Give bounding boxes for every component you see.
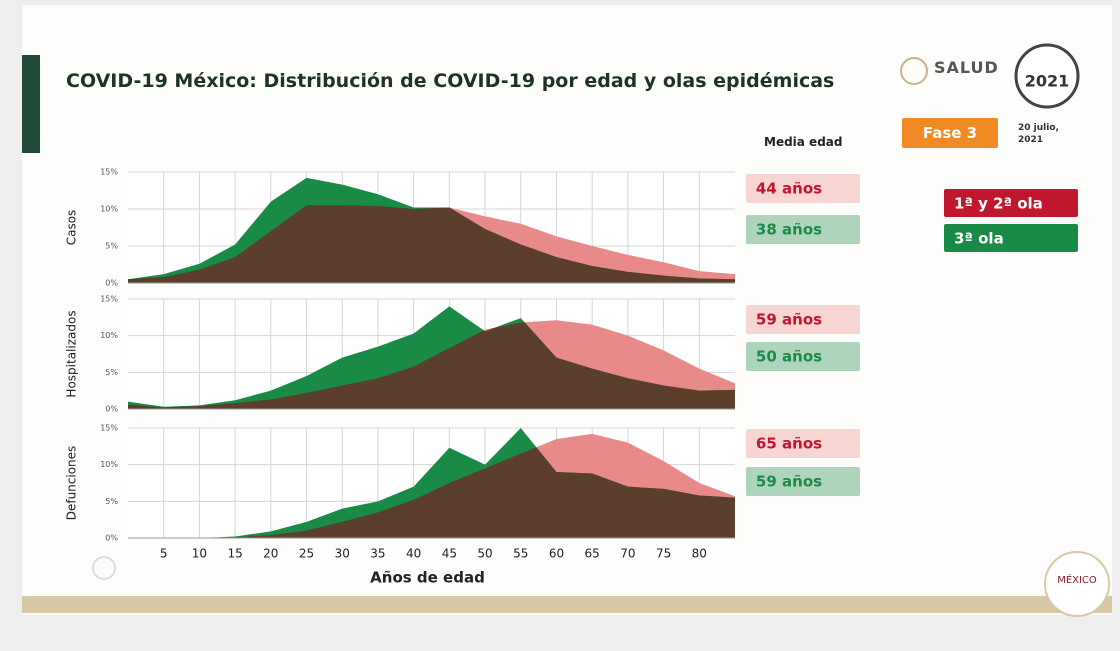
x-tick-label: 75 <box>656 547 671 561</box>
x-tick-label: 50 <box>477 547 492 561</box>
column-title: Media edad <box>764 135 843 149</box>
y-tick-label: 5% <box>105 242 118 251</box>
overlap-area <box>128 205 735 283</box>
median-badge <box>746 429 860 458</box>
y-tick-label: 15% <box>100 295 118 304</box>
footer-logo: MÉXICO <box>1057 573 1097 586</box>
legend-label: 1ª y 2ª ola <box>954 195 1043 213</box>
median-label: 44 años <box>756 180 822 198</box>
y-axis-label: Defunciones <box>65 446 79 521</box>
median-label: 50 años <box>756 348 822 366</box>
x-tick-label: 20 <box>263 547 278 561</box>
y-tick-label: 15% <box>100 168 118 177</box>
median-badge <box>746 215 860 244</box>
x-tick-label: 60 <box>549 547 564 561</box>
y-tick-label: 0% <box>105 279 118 288</box>
overlap-area <box>128 320 735 409</box>
y-tick-label: 0% <box>105 405 118 414</box>
y-axis-label: Hospitalizados <box>65 310 79 397</box>
x-tick-label: 5 <box>160 547 168 561</box>
x-tick-label: 15 <box>227 547 242 561</box>
y-tick-label: 5% <box>105 497 118 506</box>
y-tick-label: 10% <box>100 460 118 469</box>
median-label: 38 años <box>756 221 822 239</box>
footer-bar <box>22 596 1112 613</box>
title: COVID-19 México: Distribución de COVID-1… <box>66 70 835 92</box>
median-badge <box>746 174 860 203</box>
y-tick-label: 15% <box>100 424 118 433</box>
footer-logo-circle <box>1044 551 1110 617</box>
logo-year: 2021 <box>1025 72 1070 91</box>
legend-label: 3ª ola <box>954 230 1004 248</box>
salud-emblem <box>900 57 928 85</box>
phase-badge: Fase 3 <box>902 118 998 148</box>
median-label: 59 años <box>756 311 822 329</box>
y-tick-label: 10% <box>100 205 118 214</box>
y-tick-label: 0% <box>105 534 118 543</box>
x-tick-label: 45 <box>442 547 457 561</box>
x-tick-label: 40 <box>406 547 421 561</box>
y-axis-label: Casos <box>65 210 79 246</box>
x-tick-label: 25 <box>299 547 314 561</box>
ministry: SALUD <box>934 58 999 77</box>
date: 20 julio, 2021 <box>1018 123 1059 145</box>
y-tick-label: 10% <box>100 331 118 340</box>
median-label: 59 años <box>756 473 822 491</box>
legend-swatch <box>944 189 1078 217</box>
x-tick-label: 70 <box>620 547 635 561</box>
x-tick-label: 35 <box>370 547 385 561</box>
x-tick-label: 55 <box>513 547 528 561</box>
legend-swatch <box>944 224 1078 252</box>
median-label: 65 años <box>756 435 822 453</box>
accent-bar <box>22 55 40 153</box>
watermark <box>92 556 116 580</box>
x-tick-label: 80 <box>692 547 707 561</box>
x-tick-label: 30 <box>335 547 350 561</box>
x-axis-label: Años de edad <box>370 569 485 587</box>
y-tick-label: 5% <box>105 368 118 377</box>
x-tick-label: 10 <box>192 547 207 561</box>
x-tick-label: 65 <box>585 547 600 561</box>
median-badge <box>746 305 860 334</box>
median-badge <box>746 342 860 371</box>
median-badge <box>746 467 860 496</box>
logo-circle <box>1014 43 1080 109</box>
